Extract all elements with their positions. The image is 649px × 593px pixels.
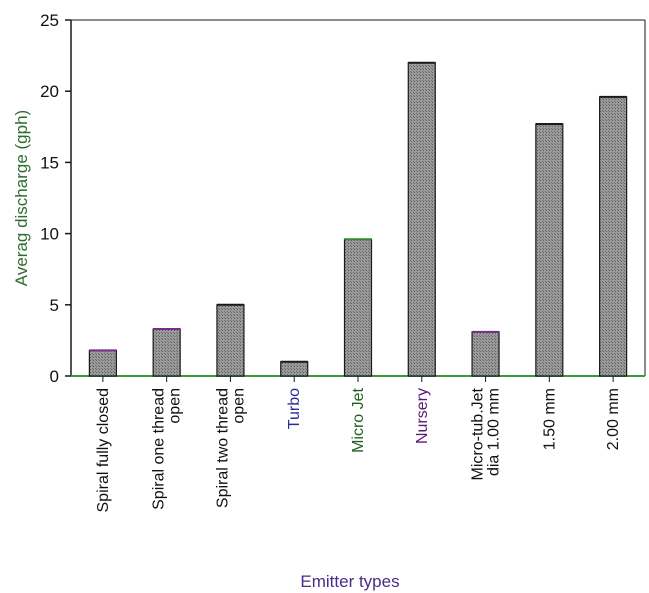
x-axis-title: Emitter types xyxy=(300,572,399,591)
x-axis-tick-labels: Spiral fully closed Spiral one threadopen… xyxy=(95,387,622,512)
x-tick-label: Spiral one threadopen xyxy=(151,388,184,510)
bar xyxy=(343,238,373,377)
x-tick-label-line: Micro Jet xyxy=(350,387,367,452)
x-tick-label-line: Nursery xyxy=(414,388,431,444)
bar xyxy=(152,328,181,377)
bar xyxy=(280,361,309,377)
x-tick-label: Micro-tub.Jetdia 1.00 mm xyxy=(470,387,503,480)
bar xyxy=(88,349,117,377)
y-tick-label: 25 xyxy=(40,11,59,30)
y-tick-label: 10 xyxy=(40,225,59,244)
y-tick-label: 20 xyxy=(40,82,59,101)
x-tick-label: Turbo xyxy=(286,388,303,429)
bar xyxy=(407,62,436,377)
y-axis-ticks: 0 5 10 15 20 25 xyxy=(40,11,71,386)
x-tick-label-line: 1.50 mm xyxy=(541,388,558,450)
x-tick-label: 1.50 mm xyxy=(541,388,558,450)
x-tick-label-line: Micro-tub.Jet xyxy=(470,387,487,480)
x-tick-label-line: Spiral two thread xyxy=(214,388,231,508)
y-tick-label: 5 xyxy=(50,296,59,315)
y-tick-label: 15 xyxy=(40,153,59,172)
x-tick-label: Spiral fully closed xyxy=(95,388,112,513)
x-tick-label: Micro Jet xyxy=(350,387,367,452)
x-tick-label: Nursery xyxy=(414,388,431,444)
bars xyxy=(88,61,628,382)
y-axis-title: Averag discharge (gph) xyxy=(12,110,31,286)
bar xyxy=(471,331,500,377)
plot-area: 0 5 10 15 20 25 Spiral fully closed Spiral one… xyxy=(40,11,646,513)
x-tick-label-line: dia 1.00 mm xyxy=(486,388,503,476)
bar xyxy=(599,96,628,377)
x-tick-label-line: Spiral fully closed xyxy=(95,388,112,513)
x-tick-label-line: open xyxy=(167,388,184,424)
bar xyxy=(216,304,245,377)
bar xyxy=(535,123,564,377)
x-tick-label-line: 2.00 mm xyxy=(605,388,622,450)
x-tick-label-line: open xyxy=(230,388,247,424)
x-tick-label-line: Spiral one thread xyxy=(151,388,168,510)
y-tick-label: 0 xyxy=(50,367,59,386)
x-tick-label: 2.00 mm xyxy=(605,388,622,450)
x-tick-label: Spiral two threadopen xyxy=(214,388,247,508)
x-tick-label-line: Turbo xyxy=(286,388,303,429)
